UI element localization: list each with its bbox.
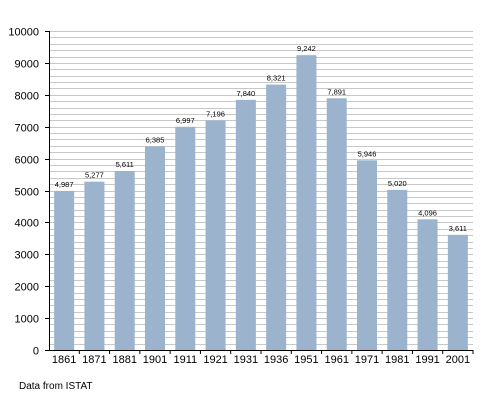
x-tick-label-1951: 1951 bbox=[294, 354, 318, 366]
data-label-1971: 5,946 bbox=[358, 149, 377, 158]
y-tick-label-2000: 2000 bbox=[15, 282, 39, 294]
bar-1881 bbox=[114, 171, 135, 350]
bar-1991 bbox=[417, 219, 438, 350]
x-tick-label-1991: 1991 bbox=[415, 354, 439, 366]
data-label-1861: 4,987 bbox=[55, 180, 74, 189]
x-tick-label-1961: 1961 bbox=[324, 354, 348, 366]
data-label-1981: 5,020 bbox=[388, 179, 407, 188]
bar-1921 bbox=[205, 120, 226, 350]
x-tick-label-1901: 1901 bbox=[143, 354, 167, 366]
data-label-1931: 7,840 bbox=[236, 89, 255, 98]
bar-1936 bbox=[266, 84, 287, 351]
data-label-1871: 5,277 bbox=[85, 171, 104, 180]
bar-1901 bbox=[145, 146, 165, 350]
y-axis-ticks: 0 1000 2000 3000 4000 5000 6000 7000 8000 9000 100… bbox=[8, 27, 49, 358]
source-note: Data from ISTAT bbox=[19, 381, 93, 392]
bars bbox=[54, 55, 468, 351]
x-tick-label-1881: 1881 bbox=[112, 354, 136, 366]
bar-1951 bbox=[296, 55, 317, 350]
data-labels: 4,987 5,277 5,611 6,385 6,997 7,196 7,840 8,321… bbox=[55, 44, 467, 233]
bar-1961 bbox=[326, 98, 347, 350]
y-tick-label-3000: 3000 bbox=[15, 250, 39, 262]
x-tick-label-2001: 2001 bbox=[446, 354, 470, 366]
data-label-1961: 7,891 bbox=[327, 87, 346, 96]
y-tick-label-6000: 6000 bbox=[15, 155, 39, 167]
x-tick-label-1936: 1936 bbox=[264, 354, 288, 366]
data-label-2001: 3,611 bbox=[449, 224, 467, 233]
y-tick-label-0: 0 bbox=[33, 346, 39, 358]
data-label-1991: 4,096 bbox=[418, 208, 437, 217]
y-tick-label-10000: 10000 bbox=[8, 27, 39, 39]
data-label-1911: 6,997 bbox=[176, 116, 195, 125]
bar-1871 bbox=[84, 181, 105, 350]
x-tick-label-1971: 1971 bbox=[355, 354, 379, 366]
x-tick-label-1861: 1861 bbox=[52, 354, 76, 366]
data-label-1951: 9,242 bbox=[297, 44, 316, 53]
bar-1861 bbox=[54, 190, 75, 350]
y-tick-label-5000: 5000 bbox=[15, 187, 39, 199]
bar-1931 bbox=[235, 99, 256, 351]
y-tick-label-4000: 4000 bbox=[15, 218, 39, 230]
bar-1911 bbox=[175, 126, 196, 350]
x-tick-label-1981: 1981 bbox=[385, 354, 409, 366]
bar-1971 bbox=[357, 160, 377, 350]
data-label-1881: 5,611 bbox=[116, 160, 134, 169]
y-tick-label-7000: 7000 bbox=[15, 123, 39, 135]
x-tick-label-1871: 1871 bbox=[82, 354, 106, 366]
data-label-1936: 8,321 bbox=[267, 74, 286, 83]
x-tick-label-1921: 1921 bbox=[203, 354, 227, 366]
x-tick-label-1911: 1911 bbox=[173, 354, 197, 366]
bar-1981 bbox=[387, 189, 408, 350]
y-tick-label-8000: 8000 bbox=[15, 91, 39, 103]
data-label-1921: 7,196 bbox=[206, 109, 225, 118]
x-tick-label-1931: 1931 bbox=[234, 354, 258, 366]
bar-2001 bbox=[447, 234, 468, 350]
data-label-1901: 6,385 bbox=[146, 135, 165, 144]
x-axis-ticks: 1861 1871 1881 1901 1911 1921 1931 1936 1951 1961… bbox=[52, 350, 474, 366]
y-tick-label-9000: 9000 bbox=[15, 59, 39, 71]
y-tick-label-1000: 1000 bbox=[15, 314, 39, 326]
grid-lines bbox=[49, 31, 473, 345]
